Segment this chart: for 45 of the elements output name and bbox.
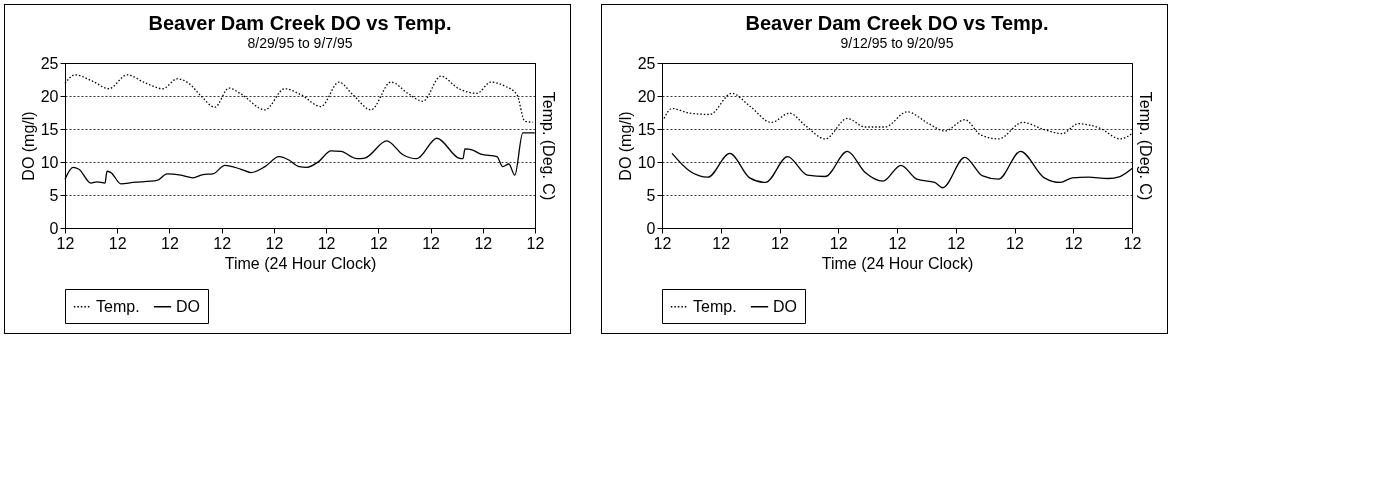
x-tick-label: 12 xyxy=(653,234,672,252)
y-tick-label: 20 xyxy=(637,87,656,105)
x-tick-label: 12 xyxy=(161,234,179,252)
x-tick-label: 12 xyxy=(947,234,966,252)
x-tick-label: 12 xyxy=(1006,234,1024,252)
x-tick-label: 12 xyxy=(265,234,284,252)
x-tick-label: 12 xyxy=(56,234,75,252)
x-tick-label: 12 xyxy=(526,234,545,252)
y-tick-label: 0 xyxy=(646,219,656,237)
y-tick-label: 10 xyxy=(40,153,59,171)
x-tick-label: 12 xyxy=(108,234,127,252)
x-tick-label: 12 xyxy=(1064,234,1083,252)
y2-axis-title: Temp. (Deg. C) xyxy=(539,91,557,201)
y-tick-label: 10 xyxy=(637,153,656,171)
y-axis-title: DO (mg/l) xyxy=(19,111,37,181)
chart-title: Beaver Dam Creek DO vs Temp. xyxy=(745,12,1049,34)
y-tick-label: 0 xyxy=(49,219,59,237)
legend-label: DO xyxy=(176,297,200,315)
x-axis-title: Time (24 Hour Clock) xyxy=(821,254,974,272)
x-tick-label: 12 xyxy=(474,234,493,252)
x-tick-label: 12 xyxy=(422,234,441,252)
chart-subtitle: 8/29/95 to 9/7/95 xyxy=(247,35,353,51)
y-tick-label: 25 xyxy=(40,54,59,72)
y-tick-label: 15 xyxy=(637,120,656,138)
x-tick-label: 12 xyxy=(712,234,731,252)
y-tick-label: 15 xyxy=(40,120,59,138)
x-tick-label: 12 xyxy=(829,234,848,252)
x-tick-label: 12 xyxy=(213,234,232,252)
x-tick-label: 12 xyxy=(888,234,907,252)
legend-label: DO xyxy=(773,297,797,315)
y-tick-label: 5 xyxy=(646,186,656,204)
y-tick-label: 20 xyxy=(40,87,59,105)
y-tick-label: 5 xyxy=(49,186,59,204)
chart-subtitle: 9/12/95 to 9/20/95 xyxy=(840,35,954,51)
x-tick-label: 12 xyxy=(1123,234,1142,252)
y2-axis-title: Temp. (Deg. C) xyxy=(1136,91,1154,201)
x-tick-label: 12 xyxy=(317,234,336,252)
x-tick-label: 12 xyxy=(771,234,789,252)
x-axis-title: Time (24 Hour Clock) xyxy=(224,254,377,272)
legend-label: Temp. xyxy=(693,297,737,315)
legend-label: Temp. xyxy=(96,297,140,315)
x-tick-label: 12 xyxy=(369,234,388,252)
chart-title: Beaver Dam Creek DO vs Temp. xyxy=(148,12,452,34)
y-tick-label: 25 xyxy=(637,54,656,72)
y-axis-title: DO (mg/l) xyxy=(616,111,634,181)
